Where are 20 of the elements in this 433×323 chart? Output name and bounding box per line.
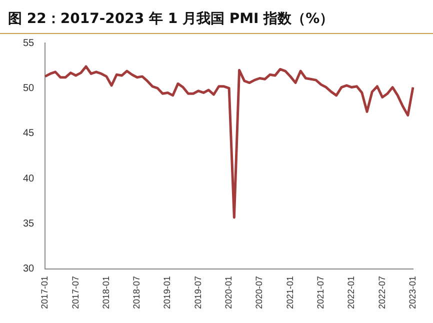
y-tick-label: 30 [23,264,35,275]
x-tick-label: 2019-07 [192,276,203,309]
y-tick-label: 50 [23,82,35,94]
x-tick-label: 2019-01 [162,276,172,309]
y-tick-label: 35 [23,218,35,230]
x-tick-label: 2017-07 [70,276,80,309]
x-tick-label: 2017-01 [40,276,50,309]
y-tick-label: 40 [23,173,35,184]
x-tick-label: 2020-07 [254,276,264,309]
chart-title: 图 22：2017-2023 年 1 月我国 PMI 指数（%） [0,0,433,34]
x-tick-label: 2021-01 [284,276,295,309]
x-tick-label: 2023-01 [407,276,418,309]
y-tick-label: 55 [23,38,35,49]
x-tick-label: 2018-01 [100,276,111,309]
x-tick-label: 2022-01 [346,276,356,309]
x-tick-label: 2022-07 [376,276,387,309]
x-tick-label: 2018-07 [132,276,142,309]
y-tick-label: 45 [23,128,35,140]
x-tick-label: 2021-07 [316,276,326,309]
x-tick-label: 2020-01 [224,276,234,309]
